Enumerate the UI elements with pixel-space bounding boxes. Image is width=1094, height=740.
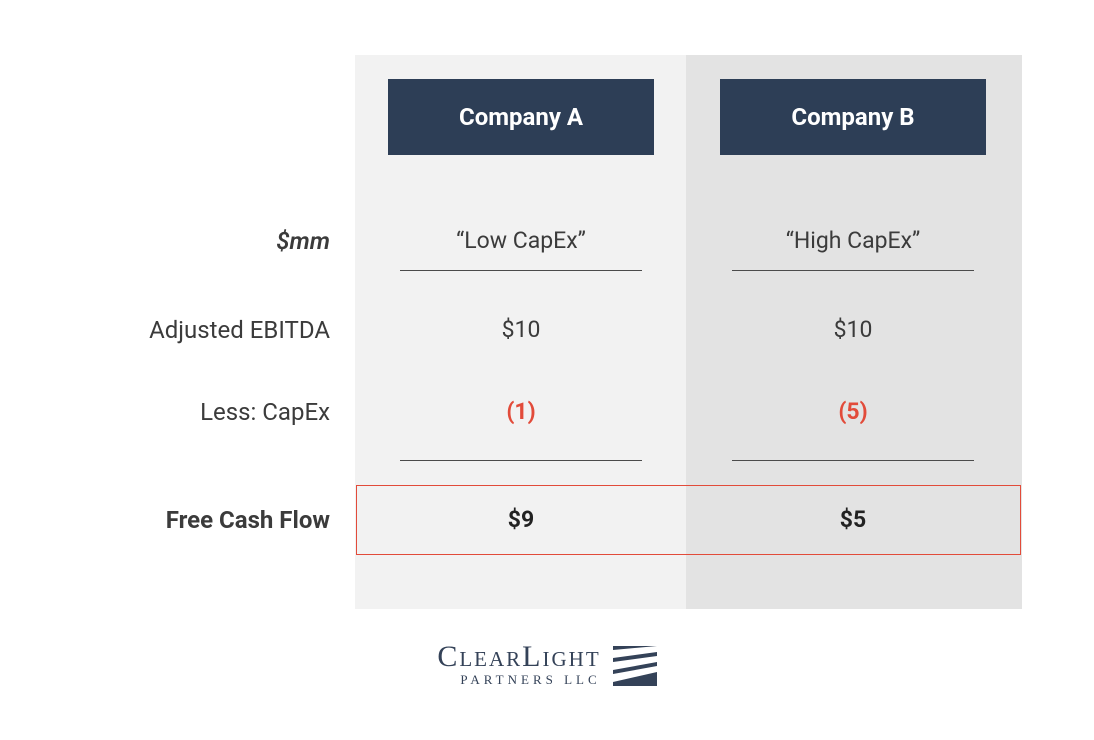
label-ebitda: Adjusted EBITDA: [70, 316, 330, 344]
divider-b-top: [732, 270, 974, 271]
header-company-b: Company B: [720, 79, 986, 155]
divider-b-bottom: [732, 460, 974, 461]
ebitda-a: $10: [388, 316, 654, 343]
label-fcf: Free Cash Flow: [70, 506, 330, 534]
comparison-table: Company A Company B $mm “Low CapEx” “Hig…: [0, 0, 1094, 740]
units-label: $mm: [70, 227, 330, 255]
logo-main-text: ClearLight: [437, 640, 600, 674]
logo-text: ClearLight PARTNERS LLC: [437, 640, 600, 688]
logo-stripes-icon: [613, 646, 657, 686]
subtitle-a: “Low CapEx”: [388, 227, 654, 254]
divider-a-top: [400, 270, 642, 271]
fcf-b: $5: [720, 506, 986, 533]
label-capex: Less: CapEx: [70, 398, 330, 426]
capex-a: (1): [388, 398, 654, 425]
clearlight-logo: ClearLight PARTNERS LLC: [0, 640, 1094, 688]
ebitda-b: $10: [720, 316, 986, 343]
logo-sub-text: PARTNERS LLC: [437, 672, 600, 688]
divider-a-bottom: [400, 460, 642, 461]
capex-b: (5): [720, 398, 986, 425]
fcf-a: $9: [388, 506, 654, 533]
subtitle-b: “High CapEx”: [720, 227, 986, 254]
header-company-a: Company A: [388, 79, 654, 155]
